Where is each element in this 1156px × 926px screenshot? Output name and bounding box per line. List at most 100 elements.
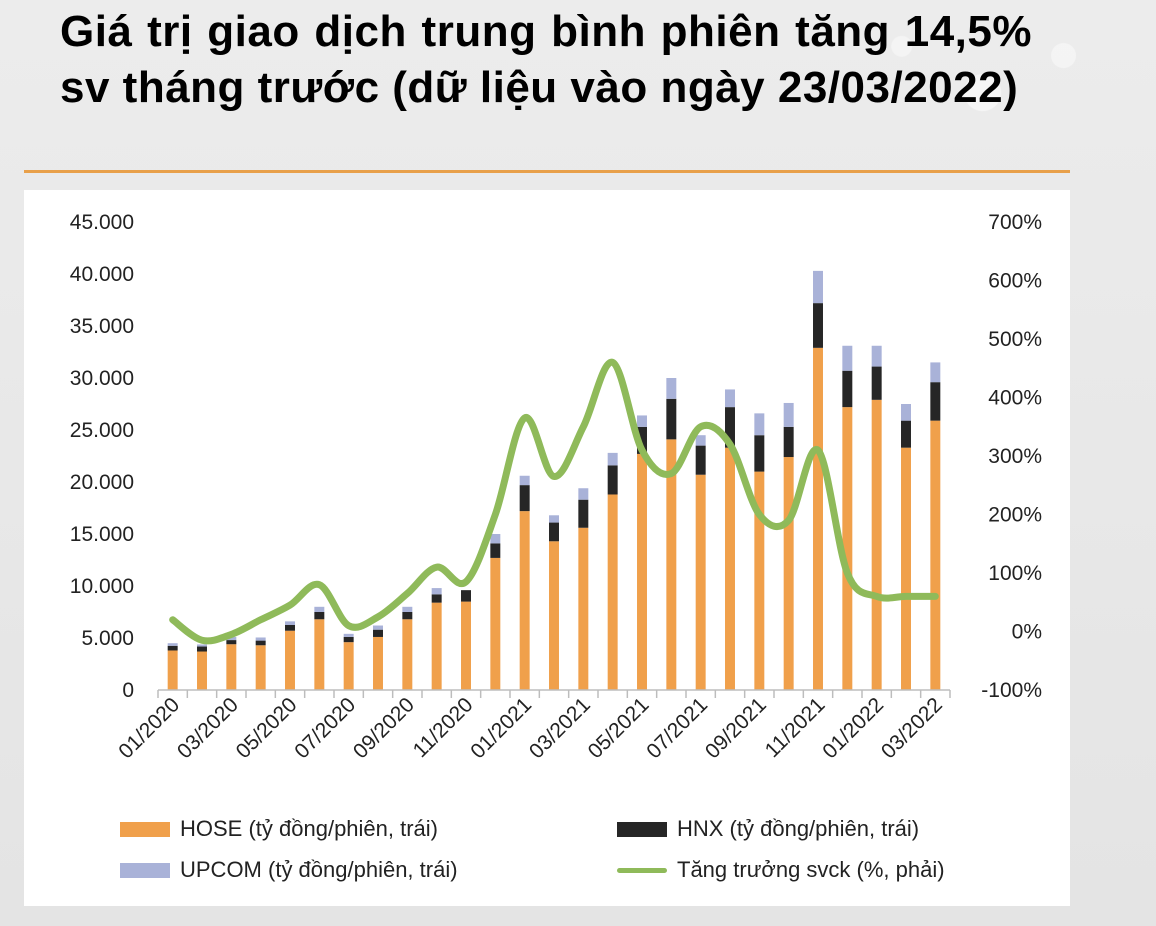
left-tick-label: 35.000 <box>70 315 134 338</box>
bar-hose-02/2022 <box>901 447 911 690</box>
bar-hnx-11/2020 <box>461 590 471 602</box>
left-tick-label: 15.000 <box>70 523 134 546</box>
bar-upcom-10/2021 <box>783 402 794 427</box>
x-tick-label: 03/2020 <box>173 693 243 763</box>
bar-hnx-05/2020 <box>285 625 295 631</box>
left-tick-label: 0 <box>122 679 134 702</box>
legend-growth-swatch <box>617 867 667 873</box>
legend-upcom-label: UPCOM (tỷ đồng/phiên, trái) <box>180 857 458 882</box>
title-divider <box>24 170 1070 173</box>
bar-hnx-02/2022 <box>901 420 911 448</box>
bar-upcom-07/2020 <box>343 633 354 637</box>
bar-hose-09/2021 <box>754 471 765 690</box>
page-title: Giá trị giao dịch trung bình phiên tăng … <box>60 7 1032 112</box>
legend-upcom: UPCOM (tỷ đồng/phiên, trái) <box>120 857 458 883</box>
bar-hnx-03/2020 <box>226 640 237 645</box>
legend-hnx: HNX (tỷ đồng/phiên, trái) <box>617 816 919 842</box>
bar-hnx-11/2021 <box>813 303 823 348</box>
bar-hnx-05/2021 <box>637 426 647 454</box>
x-axis-ticks: 01/202003/202005/202007/202009/202011/20… <box>114 690 951 763</box>
right-tick-label: 700% <box>988 211 1042 234</box>
left-tick-label: 30.000 <box>70 367 134 390</box>
bar-hose-06/2021 <box>666 439 677 690</box>
x-tick-label: 03/2021 <box>525 693 595 763</box>
right-tick-label: 400% <box>988 387 1042 410</box>
bar-upcom-12/2021 <box>842 345 853 371</box>
bar-hose-01/2021 <box>519 511 530 690</box>
growth-line <box>169 358 939 645</box>
bar-hnx-01/2020 <box>167 645 178 651</box>
bar-upcom-10/2020 <box>431 588 442 595</box>
right-tick-label: 300% <box>988 445 1042 468</box>
bar-upcom-08/2020 <box>373 625 383 630</box>
bar-hose-05/2020 <box>285 630 295 690</box>
bar-upcom-03/2021 <box>578 488 589 500</box>
bar-hose-04/2021 <box>607 494 618 690</box>
bar-hnx-01/2022 <box>871 366 882 400</box>
bar-hnx-09/2021 <box>754 435 765 472</box>
bar-hnx-10/2021 <box>783 426 794 458</box>
left-tick-label: 20.000 <box>70 471 134 494</box>
bar-hnx-01/2021 <box>519 485 530 512</box>
bar-hose-02/2021 <box>549 541 559 690</box>
x-tick-label: 09/2021 <box>701 693 771 763</box>
bar-series <box>167 270 941 690</box>
bar-hnx-03/2022 <box>930 382 941 421</box>
bar-hnx-06/2020 <box>314 612 325 620</box>
x-tick-label: 07/2020 <box>290 693 360 763</box>
bar-hose-03/2022 <box>930 420 941 690</box>
left-tick-label: 25.000 <box>70 419 134 442</box>
bar-hose-07/2021 <box>695 474 706 690</box>
legend-growth: Tăng trưởng svck (%, phải) <box>617 857 945 883</box>
bar-hnx-02/2021 <box>549 522 559 542</box>
bar-hose-11/2020 <box>461 601 471 690</box>
bar-hose-10/2020 <box>431 602 442 690</box>
left-axis-ticks: 0 5.000 10.000 15.000 20.000 25.000 30.000 35.0… <box>70 211 134 702</box>
bar-upcom-01/2022 <box>871 345 882 367</box>
bar-hnx-04/2021 <box>607 465 618 495</box>
right-tick-label: 600% <box>988 270 1042 293</box>
bar-upcom-05/2021 <box>637 415 647 427</box>
bar-hnx-02/2020 <box>197 646 207 652</box>
x-tick-label: 09/2020 <box>349 693 419 763</box>
bar-upcom-06/2020 <box>314 606 325 612</box>
bar-upcom-07/2021 <box>695 435 706 446</box>
bar-hose-03/2021 <box>578 527 589 690</box>
legend-growth-label: Tăng trưởng svck (%, phải) <box>677 857 945 882</box>
x-tick-label: 07/2021 <box>642 693 712 763</box>
bar-hose-12/2020 <box>490 557 501 690</box>
bar-hose-03/2020 <box>226 644 237 690</box>
x-tick-label: 01/2022 <box>818 693 888 763</box>
bar-upcom-09/2021 <box>754 413 765 436</box>
legend-upcom-swatch <box>120 862 170 878</box>
bar-upcom-12/2020 <box>490 534 501 544</box>
bar-upcom-08/2021 <box>725 389 735 408</box>
left-tick-label: 40.000 <box>70 263 134 286</box>
legend-hnx-label: HNX (tỷ đồng/phiên, trái) <box>677 816 920 841</box>
bar-hnx-12/2020 <box>490 543 501 558</box>
x-tick-label: 11/2020 <box>409 693 478 762</box>
legend-hose-swatch <box>120 821 170 837</box>
bar-upcom-03/2020 <box>226 636 237 641</box>
bar-hnx-12/2021 <box>842 370 853 408</box>
bar-upcom-04/2021 <box>607 452 618 466</box>
x-tick-label: 01/2020 <box>114 693 184 763</box>
bar-hose-08/2021 <box>725 447 735 690</box>
bar-hnx-06/2021 <box>666 398 677 440</box>
bar-hose-01/2020 <box>167 650 178 690</box>
bar-upcom-02/2021 <box>549 515 559 523</box>
bar-hnx-07/2021 <box>695 445 706 475</box>
bar-upcom-01/2021 <box>519 475 530 486</box>
chart-svg: 0 5.000 10.000 15.000 20.000 25.000 30.000 35.0… <box>70 211 1042 763</box>
bar-hnx-04/2020 <box>255 640 266 646</box>
x-tick-label: 11/2021 <box>761 693 830 762</box>
bar-hose-11/2021 <box>813 347 823 690</box>
right-tick-label: 100% <box>988 562 1042 585</box>
bar-upcom-04/2020 <box>255 637 266 641</box>
chart-panel: 0 5.000 10.000 15.000 20.000 25.000 30.000 35.0… <box>24 190 1070 906</box>
bar-hnx-08/2020 <box>373 629 383 637</box>
right-tick-label: 200% <box>988 504 1042 527</box>
bar-upcom-09/2020 <box>402 606 413 612</box>
bar-hose-08/2020 <box>373 636 383 690</box>
bar-hose-02/2020 <box>197 651 207 690</box>
